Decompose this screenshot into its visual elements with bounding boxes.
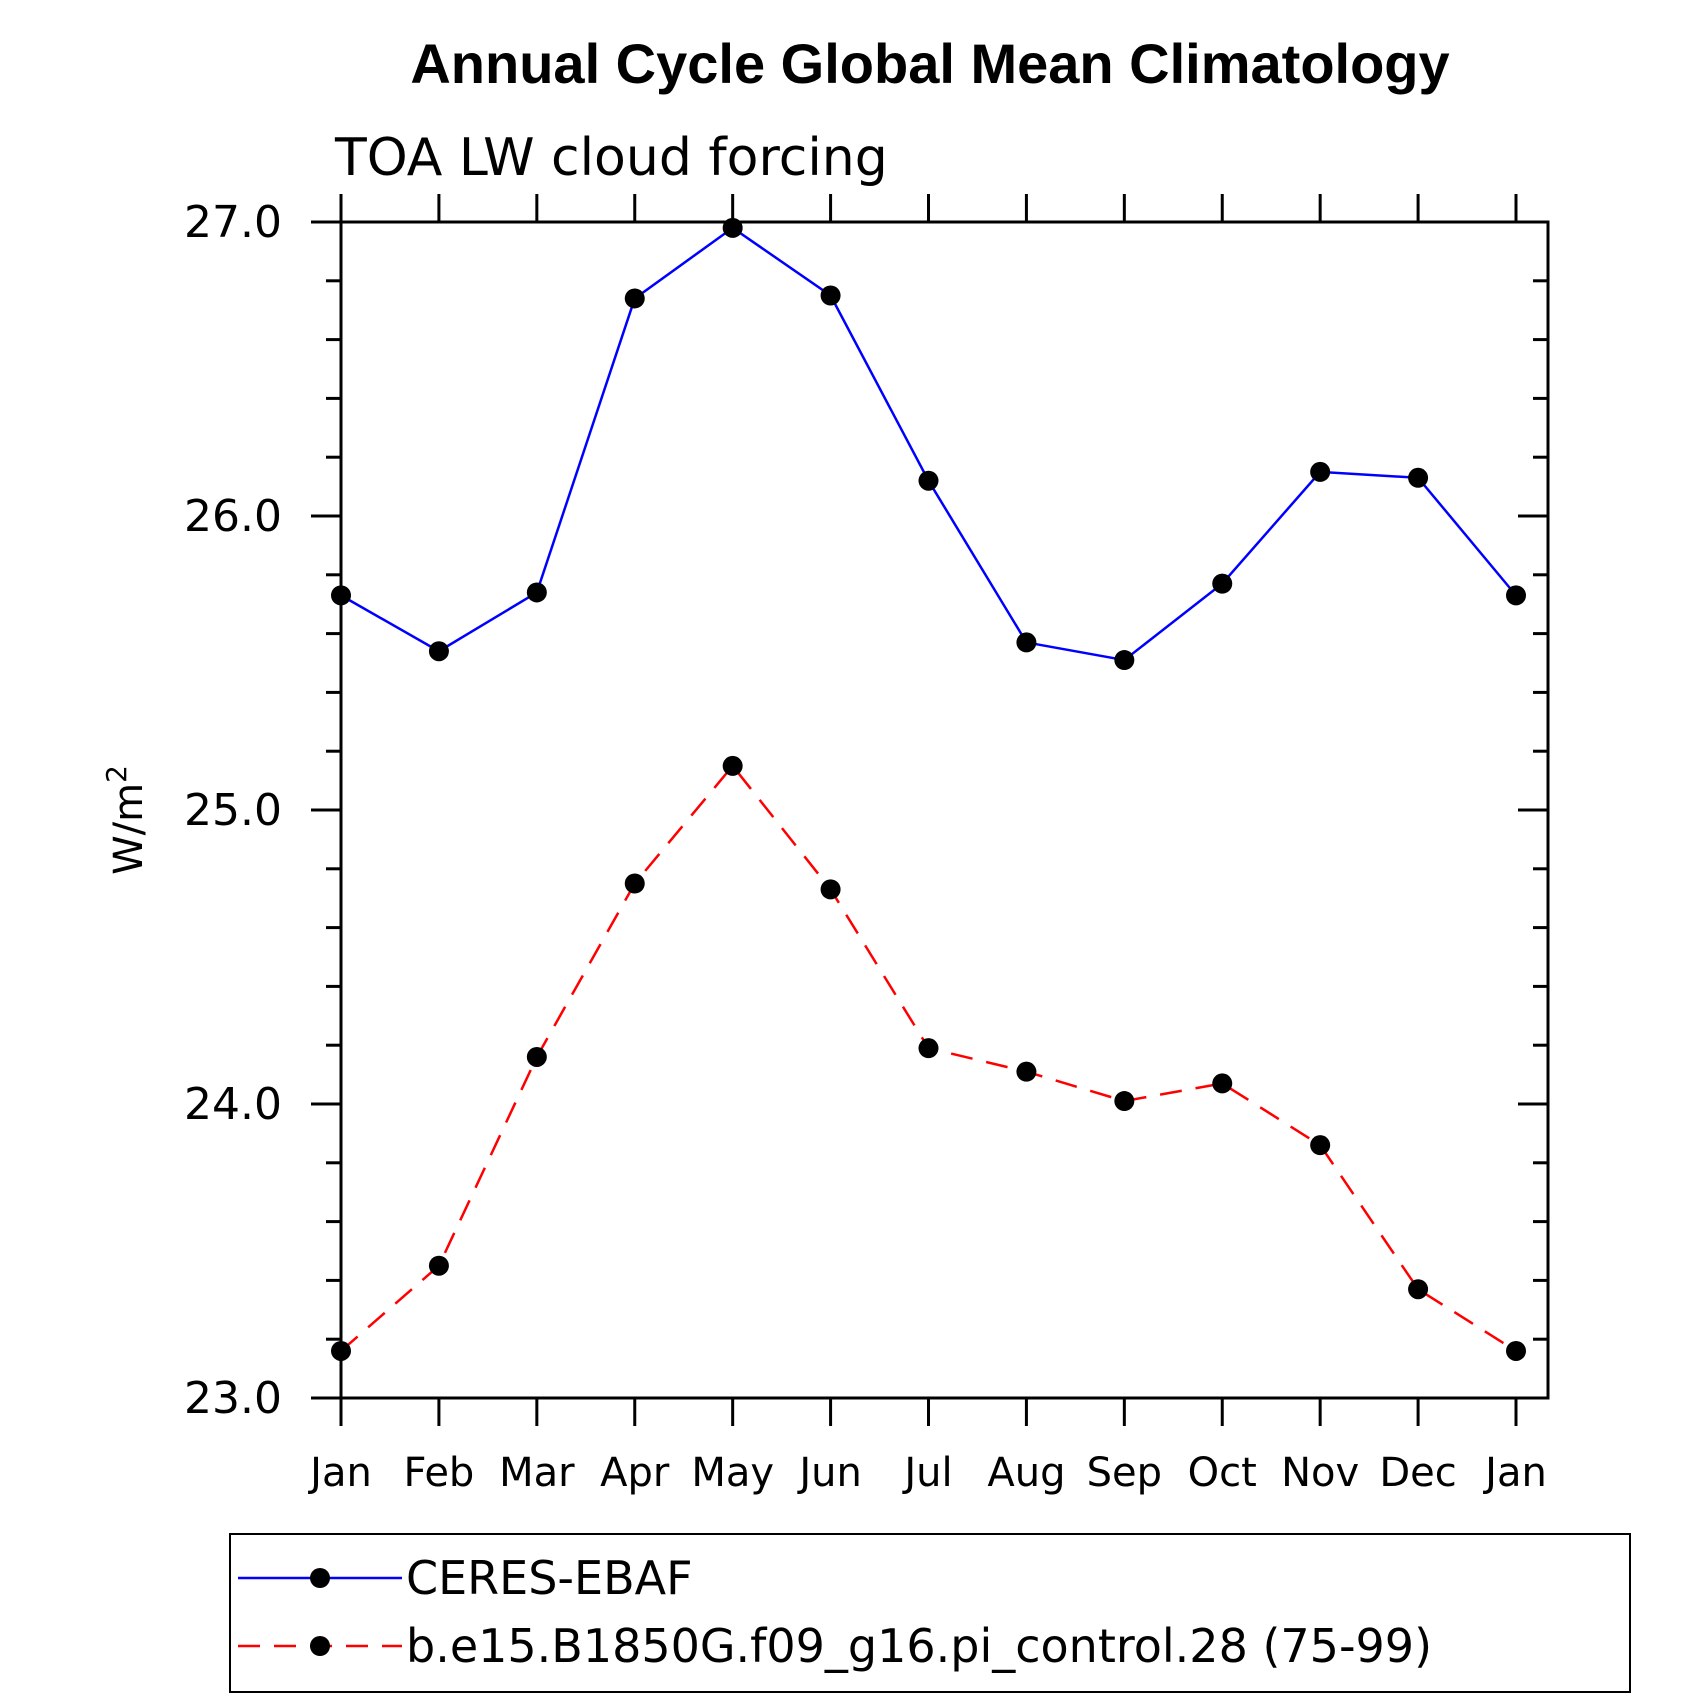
data-point	[1114, 650, 1135, 671]
series-line	[340, 763, 1517, 1353]
y-tick-label: 24.0	[184, 1079, 282, 1130]
y-tick-label: 27.0	[184, 197, 282, 248]
data-point	[624, 288, 645, 309]
data-point	[1212, 573, 1233, 594]
data-point	[1408, 467, 1429, 488]
data-point	[918, 470, 939, 491]
x-tick-label: Dec	[1379, 1450, 1456, 1496]
x-tick-label: Aug	[987, 1450, 1065, 1496]
data-point	[1212, 1073, 1233, 1094]
legend-marker	[310, 1636, 330, 1656]
data-point	[1310, 461, 1331, 482]
data-point	[722, 755, 743, 776]
legend-label: b.e15.B1850G.f09_g16.pi_control.28 (75-9…	[406, 1619, 1432, 1673]
data-point	[918, 1038, 939, 1059]
legend-marker	[310, 1568, 330, 1588]
data-point	[624, 873, 645, 894]
y-axis-label-text: W/m	[106, 783, 152, 875]
y-tick-label: 26.0	[184, 491, 282, 542]
data-point	[820, 285, 841, 306]
y-axis-label-superscript: 2	[100, 765, 133, 783]
data-point	[1310, 1135, 1331, 1156]
x-tick-label: Oct	[1188, 1450, 1257, 1496]
data-point	[1114, 1091, 1135, 1112]
series-2	[331, 755, 1526, 1361]
legend-box	[229, 1533, 1631, 1693]
chart-subtitle: TOA LW cloud forcing	[334, 128, 888, 188]
series-line	[340, 226, 1517, 662]
series-1	[331, 217, 1526, 671]
x-tick-label: Sep	[1087, 1450, 1162, 1496]
data-point	[428, 641, 449, 662]
x-tick-label: May	[691, 1450, 774, 1496]
data-point	[1506, 585, 1526, 606]
x-tick-label: Mar	[499, 1450, 575, 1496]
data-point	[820, 879, 841, 900]
x-tick-label: Jul	[901, 1450, 952, 1496]
x-tick-label: Nov	[1281, 1450, 1359, 1496]
y-tick-label: 25.0	[184, 785, 282, 836]
data-point	[1506, 1340, 1526, 1361]
data-point	[331, 1340, 351, 1361]
y-axis-label: W/m2	[100, 765, 152, 875]
data-point	[331, 585, 351, 606]
x-tick-label: Apr	[600, 1450, 670, 1496]
data-point	[526, 1046, 547, 1067]
data-point	[722, 217, 743, 238]
x-tick-label: Jun	[796, 1450, 862, 1496]
x-tick-label: Feb	[404, 1450, 475, 1496]
legend-label: CERES-EBAF	[406, 1551, 693, 1605]
data-point	[1408, 1279, 1429, 1300]
chart-title: Annual Cycle Global Mean Climatology	[410, 32, 1449, 95]
data-point	[526, 582, 547, 603]
plot-frame	[339, 220, 1550, 1400]
y-tick-label: 23.0	[184, 1373, 282, 1424]
plot-axes: Jan Feb Mar Apr May Jun Jul Aug Sep Oct Nov Dec Jan 2…	[184, 194, 1550, 1496]
legend: CERES-EBAF b.e15.B1850G.f09_g16.pi_contro…	[229, 1533, 1631, 1693]
data-point	[1016, 632, 1037, 653]
x-tick-label: Jan	[1482, 1450, 1547, 1496]
x-tick-label: Jan	[307, 1450, 372, 1496]
series-layer	[331, 217, 1526, 1361]
data-point	[1016, 1061, 1037, 1082]
data-point	[428, 1255, 449, 1276]
